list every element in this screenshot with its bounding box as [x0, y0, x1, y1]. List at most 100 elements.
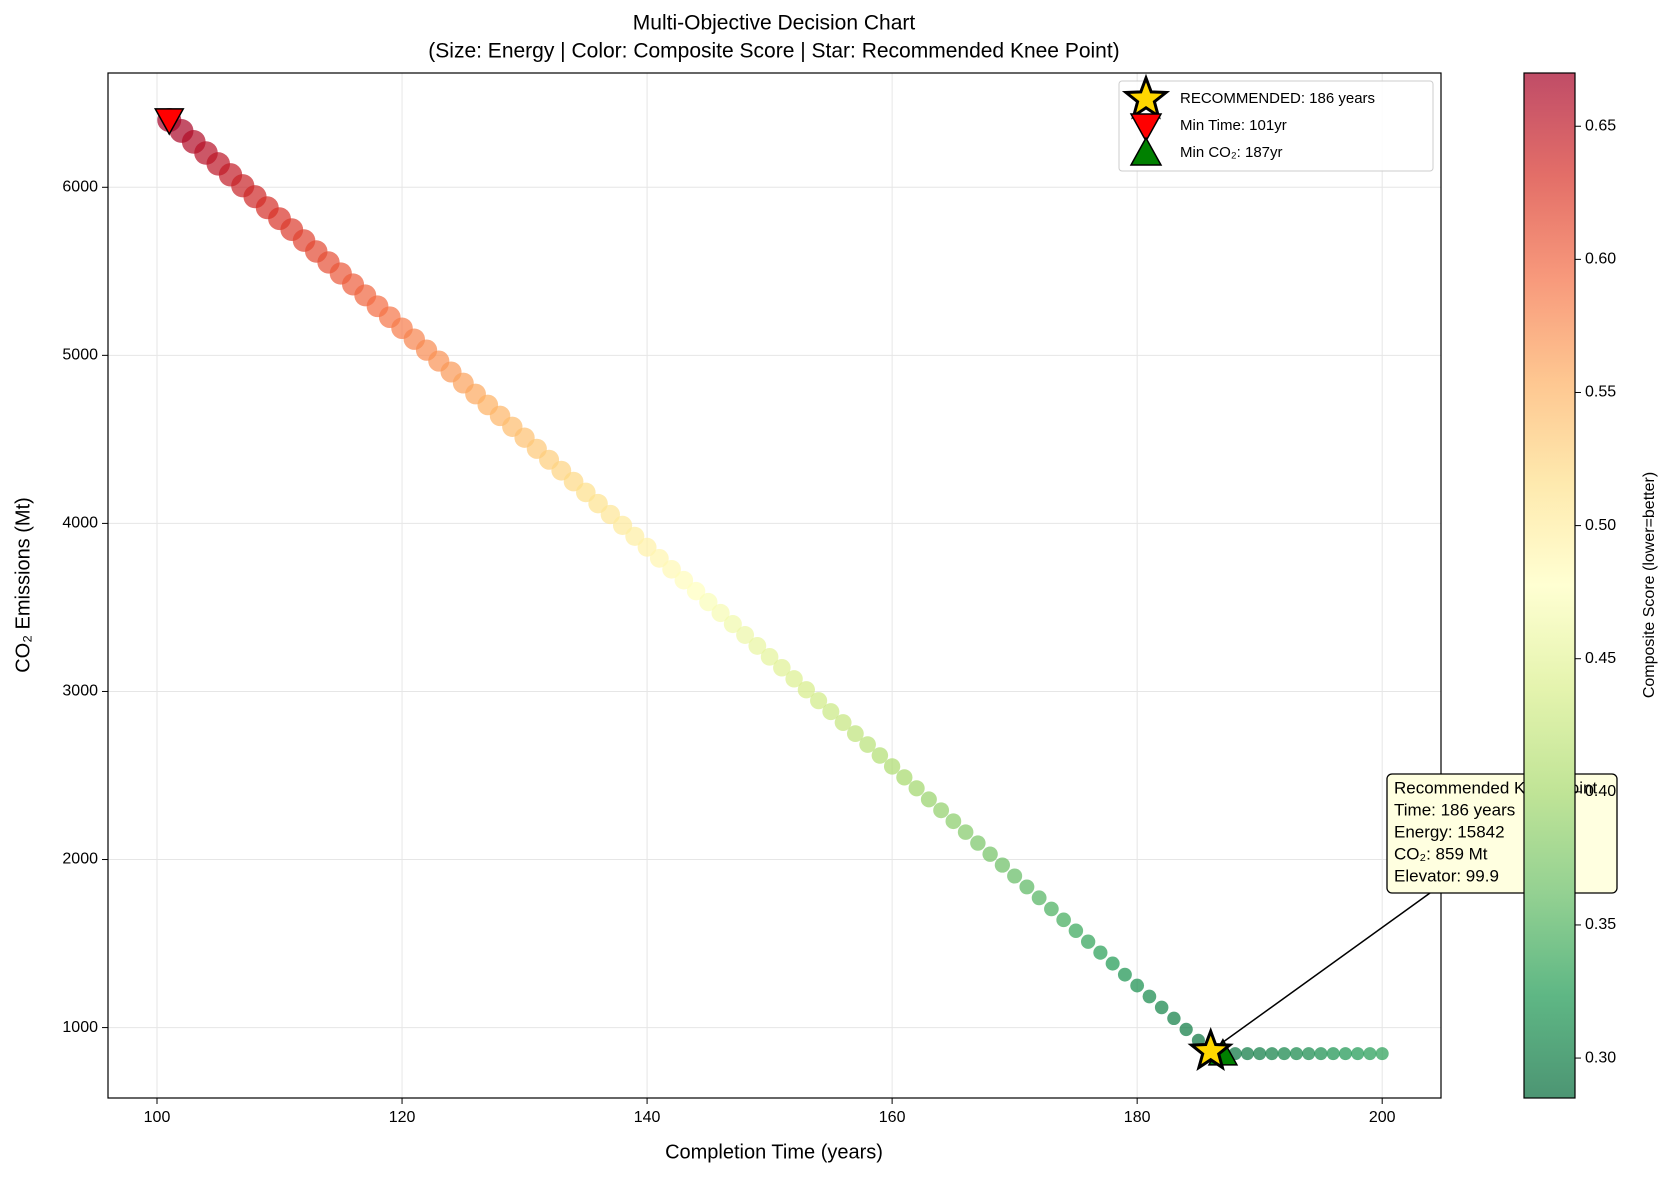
scatter-point	[674, 570, 694, 590]
scatter-point	[1031, 890, 1047, 906]
y-tick-label: 5000	[62, 347, 98, 364]
colorbar-tick-label: 0.30	[1585, 1049, 1616, 1066]
legend-label: Min Time: 101yr	[1180, 117, 1287, 134]
x-tick-label: 100	[144, 1109, 171, 1126]
scatter-point	[785, 670, 803, 688]
scatter-point	[883, 758, 901, 775]
scatter-point	[612, 515, 633, 536]
scatter-point	[1240, 1047, 1254, 1061]
legend-box	[1118, 80, 1434, 172]
scatter-point	[637, 537, 657, 557]
scatter-point	[1093, 945, 1108, 960]
colorbar-tick-label: 0.50	[1585, 517, 1616, 534]
scatter-point	[859, 736, 876, 753]
scatter-point	[1179, 1022, 1193, 1037]
x-tick-label: 200	[1369, 1109, 1396, 1126]
annotation-arrow	[1218, 892, 1431, 1046]
x-axis-label: Completion Time (years)	[665, 1141, 883, 1163]
scatter-point	[649, 548, 669, 568]
scatter-point	[1253, 1047, 1267, 1061]
scatter-point	[1277, 1047, 1291, 1061]
y-axis-label: CO₂ Emissions (Mt)	[12, 497, 34, 673]
scatter-point	[1265, 1047, 1279, 1061]
x-tick-label: 180	[1124, 1109, 1151, 1126]
chart-subtitle: (Size: Energy | Color: Composite Score |…	[428, 40, 1119, 63]
annotation-text: Elevator: 99.9	[1394, 866, 1499, 885]
chart-title: Multi-Objective Decision Chart	[633, 12, 916, 35]
colorbar-tick-label: 0.35	[1585, 916, 1616, 933]
scatter-point	[1068, 923, 1084, 939]
scatter-point	[846, 725, 864, 743]
scatter-point	[760, 648, 779, 666]
axes-frame	[107, 72, 1442, 1099]
scatter-point	[1117, 967, 1132, 982]
y-tick-label: 1000	[62, 1019, 98, 1036]
legend-marker	[1129, 136, 1163, 166]
scatter-point	[1167, 1011, 1181, 1026]
colorbar-tick-label: 0.55	[1585, 384, 1616, 401]
scatter-point	[1154, 1000, 1169, 1015]
annotation-text: CO₂: 859 Mt	[1394, 844, 1488, 863]
scatter-point	[982, 846, 998, 862]
scatter-point	[723, 615, 742, 634]
scatter-point	[736, 626, 755, 644]
legend: RECOMMENDED: 186 years Min Time: 101yr Min…	[1118, 73, 1434, 172]
scatter-point	[970, 835, 986, 851]
colorbar-label: Composite Score (lower=better)	[1641, 472, 1658, 698]
colorbar-tick-label: 0.60	[1585, 251, 1616, 268]
scatter-point	[625, 526, 645, 546]
x-tick-label: 120	[389, 1109, 416, 1126]
scatter-point	[920, 791, 937, 808]
scatter-point	[908, 780, 925, 797]
scatter-point	[1105, 956, 1120, 971]
scatter-point	[686, 581, 706, 601]
scatter-point	[933, 802, 950, 819]
scatter-point	[1314, 1047, 1328, 1061]
scatter-point	[1007, 868, 1023, 884]
scatter-point	[1289, 1047, 1303, 1061]
colorbar-tick-label: 0.45	[1585, 650, 1616, 667]
scatter-point	[711, 603, 730, 623]
scatter-point	[834, 714, 852, 732]
scatter-point	[1019, 879, 1035, 895]
legend-label: RECOMMENDED: 186 years	[1180, 90, 1375, 107]
scatter-point	[1363, 1047, 1377, 1061]
scatter-point	[896, 769, 913, 786]
y-tick-label: 6000	[62, 178, 98, 195]
scatter-point	[822, 703, 840, 721]
colorbar-tick-label: 0.65	[1585, 117, 1616, 134]
scatter-point	[773, 658, 791, 677]
annotation-text: Energy: 15842	[1394, 822, 1505, 841]
scatter-point	[994, 857, 1010, 873]
scatter-point	[748, 637, 767, 655]
legend-label: Min CO₂: 187yr	[1180, 144, 1283, 161]
y-tick-label: 4000	[62, 515, 98, 532]
y-tick-label: 2000	[62, 851, 98, 868]
highlight-marker	[153, 108, 185, 136]
scatter-point	[1351, 1047, 1365, 1061]
scatter-point	[945, 813, 962, 830]
scatter-point	[662, 559, 681, 579]
scatter-point	[1142, 989, 1157, 1004]
scatter-point	[957, 824, 974, 840]
scatter-point	[871, 747, 889, 764]
scatter-point	[1302, 1047, 1316, 1061]
scatter-point	[1056, 912, 1071, 928]
scatter-point	[797, 681, 815, 699]
scatter-point	[810, 692, 828, 710]
colorbar	[1523, 72, 1576, 1099]
legend-marker	[1121, 73, 1171, 120]
y-tick-label: 3000	[62, 683, 98, 700]
colorbar-tick-label: 0.40	[1585, 783, 1616, 800]
scatter-point	[1080, 934, 1096, 949]
x-tick-label: 140	[634, 1109, 661, 1126]
annotation-text: Time: 186 years	[1394, 800, 1515, 819]
scatter-point	[1326, 1047, 1340, 1061]
highlight-marker	[1187, 1027, 1234, 1071]
x-tick-label: 160	[879, 1109, 906, 1126]
scatter-point	[1130, 978, 1145, 993]
scatter-point	[1375, 1047, 1389, 1061]
scatter-point	[1338, 1047, 1352, 1061]
